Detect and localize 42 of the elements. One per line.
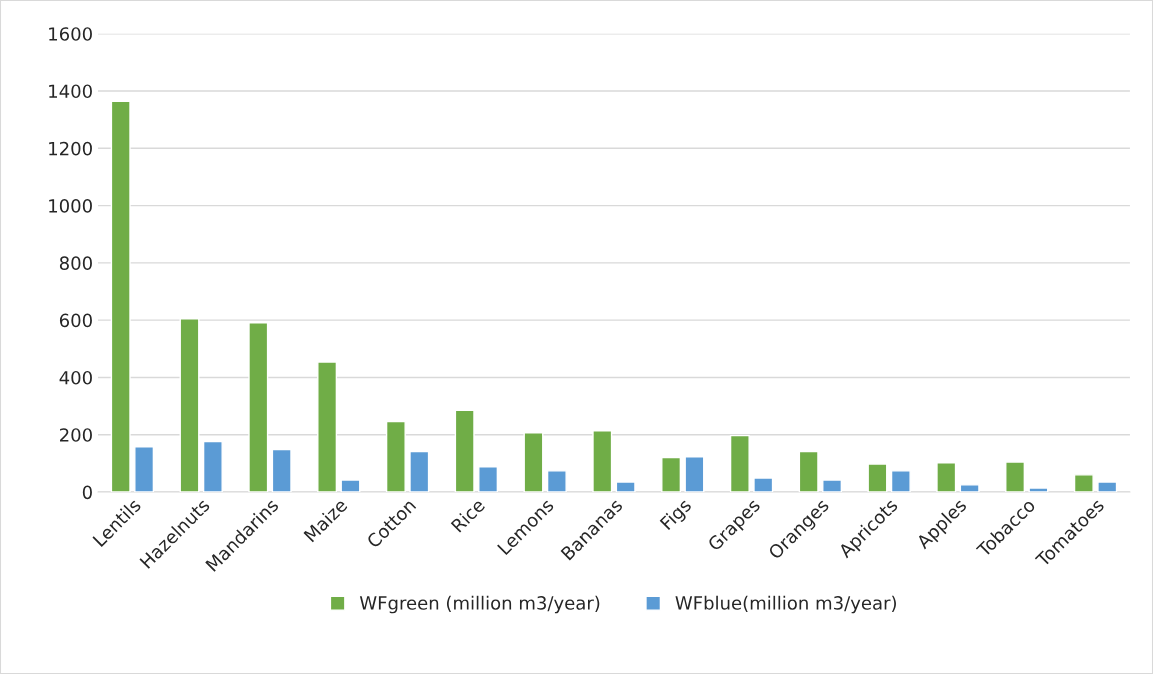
bar	[409, 450, 430, 493]
y-tick-label: 1200	[49, 141, 92, 156]
y-tick-label: 200	[60, 428, 92, 442]
bar	[340, 479, 361, 493]
bar	[271, 448, 292, 493]
bar	[684, 456, 705, 493]
y-tick-label: 0	[82, 485, 92, 500]
bar	[822, 479, 843, 493]
bar	[615, 481, 636, 493]
y-tick-label: 800	[59, 256, 92, 270]
bar	[890, 470, 911, 493]
bar	[454, 409, 475, 493]
y-tick-label: 600	[59, 313, 92, 328]
bar	[959, 484, 980, 493]
bar	[729, 434, 750, 493]
bar	[1028, 487, 1049, 493]
bar	[385, 420, 406, 493]
bar	[134, 446, 155, 493]
bar	[867, 463, 888, 493]
bar	[798, 450, 819, 493]
bar	[936, 462, 957, 493]
x-tick-label: Figs	[659, 497, 695, 533]
bar	[546, 470, 567, 493]
legend-label: WFblue(million m3/year)	[675, 595, 896, 614]
bar	[248, 322, 269, 493]
bar	[1005, 461, 1026, 493]
y-tick-label: 400	[59, 370, 92, 385]
y-tick-label: 1000	[49, 199, 92, 213]
bar	[110, 100, 131, 493]
legend-label: WFgreen (million m3/year)	[359, 595, 600, 614]
bar	[317, 361, 338, 493]
bar	[1097, 481, 1118, 493]
bar	[1073, 474, 1094, 493]
y-tick-label: 1400	[49, 84, 92, 99]
bar	[753, 477, 774, 493]
bar	[523, 432, 544, 493]
bar	[661, 456, 682, 493]
bar	[592, 430, 613, 493]
bar	[202, 440, 223, 493]
y-tick-label: 1600	[49, 27, 92, 41]
bar	[179, 318, 200, 493]
bar	[478, 466, 499, 493]
